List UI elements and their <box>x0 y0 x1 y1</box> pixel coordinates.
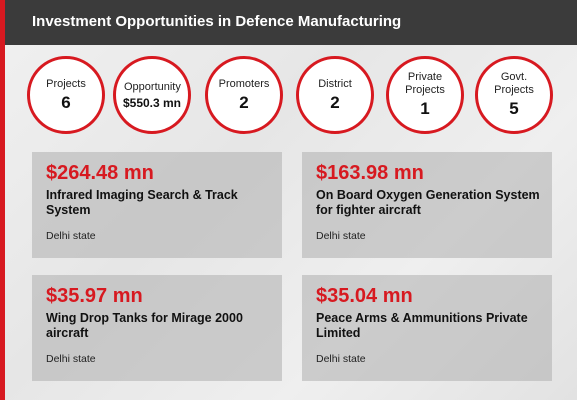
project-card: $35.97 mn Wing Drop Tanks for Mirage 2000… <box>32 275 282 381</box>
project-card: $163.98 mn On Board Oxygen Generation Sys… <box>302 152 552 258</box>
project-amount: $35.04 mn <box>316 285 413 307</box>
stat-label: Opportunity <box>124 80 181 93</box>
project-location: Delhi state <box>46 353 96 365</box>
stat-value: 2 <box>330 92 340 112</box>
project-amount: $35.97 mn <box>46 285 143 307</box>
stat-circle: Projects 6 <box>27 56 105 134</box>
project-amount: $163.98 mn <box>316 162 424 184</box>
stat-value: 5 <box>509 99 519 118</box>
project-title: Wing Drop Tanks for Mirage 2000 aircraft <box>46 311 243 340</box>
stat-circle: Opportunity $550.3 mn <box>113 56 191 134</box>
stat-label: Private Projects <box>405 71 445 96</box>
stat-label: Promoters <box>218 77 270 90</box>
project-card: $264.48 mn Infrared Imaging Search & Trac… <box>32 152 282 258</box>
project-amount: $264.48 mn <box>46 162 154 184</box>
accent-bar <box>0 0 5 400</box>
stat-value: 2 <box>239 92 249 112</box>
stat-circle: District 2 <box>296 56 374 134</box>
header: Investment Opportunities in Defence Manu… <box>0 0 577 45</box>
stat-value: 6 <box>61 92 71 112</box>
stat-label: Projects <box>46 77 86 90</box>
stat-label: Govt. Projects <box>494 71 534 96</box>
project-location: Delhi state <box>316 230 366 242</box>
stat-circle: Private Projects 1 <box>386 56 464 134</box>
project-title: On Board Oxygen Generation System for fi… <box>316 188 540 217</box>
stat-circle: Govt. Projects 5 <box>475 56 553 134</box>
project-location: Delhi state <box>316 353 366 365</box>
title: Investment Opportunities in Defence Manu… <box>32 13 402 30</box>
project-title: Peace Arms & Ammunitions Private Limited <box>316 311 528 340</box>
stat-circle: Promoters 2 <box>205 56 283 134</box>
stat-value: $550.3 mn <box>122 95 182 110</box>
project-card: $35.04 mn Peace Arms & Ammunitions Privat… <box>302 275 552 381</box>
project-location: Delhi state <box>46 230 96 242</box>
project-title: Infrared Imaging Search & Track System <box>46 188 238 217</box>
stat-label: District <box>318 77 352 90</box>
stat-value: 1 <box>420 99 430 118</box>
